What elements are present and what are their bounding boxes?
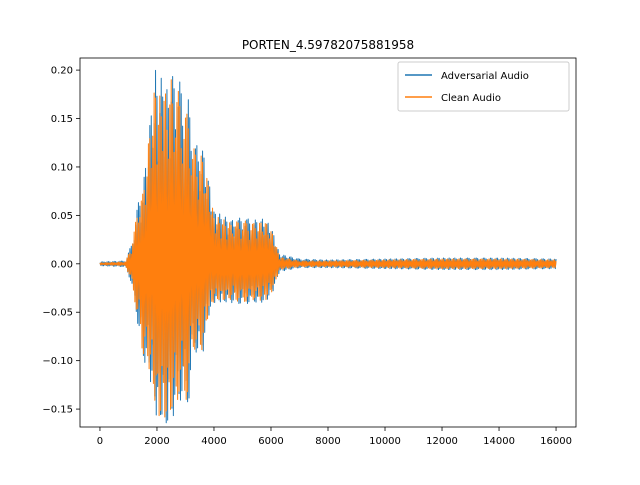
series-line-clean bbox=[99, 79, 557, 418]
x-tick-label: 0 bbox=[97, 436, 103, 447]
y-tick-label: −0.05 bbox=[42, 308, 73, 319]
x-tick-label: 2000 bbox=[144, 436, 169, 447]
x-tick-label: 16000 bbox=[540, 436, 572, 447]
y-tick-label: 0.15 bbox=[51, 114, 73, 125]
y-tick-label: 0.20 bbox=[51, 66, 73, 77]
axes-layer: 0 2000 4000 6000 8000 10000 12000 14000 16000 −0.… bbox=[42, 57, 577, 447]
x-tick-label: 12000 bbox=[426, 436, 458, 447]
x-tick-label: 8000 bbox=[315, 436, 340, 447]
x-tick-label: 4000 bbox=[201, 436, 226, 447]
y-tick-label: 0.10 bbox=[51, 162, 73, 173]
legend-box bbox=[397, 61, 570, 112]
series-layer bbox=[99, 69, 557, 424]
y-tick-label: 0.00 bbox=[51, 259, 73, 270]
chart-title: PORTEN_4.59782075881958 bbox=[242, 38, 414, 52]
x-tick-label: 14000 bbox=[483, 436, 515, 447]
legend-label-clean: Clean Audio bbox=[441, 93, 501, 104]
x-tick-label: 6000 bbox=[258, 436, 283, 447]
legend: Adversarial Audio Clean Audio bbox=[397, 61, 570, 112]
legend-label-adversarial: Adversarial Audio bbox=[441, 71, 529, 82]
y-tick-label: −0.10 bbox=[42, 356, 73, 367]
y-tick-label: 0.05 bbox=[51, 211, 73, 222]
y-tick-label: −0.15 bbox=[42, 405, 73, 416]
x-tick-label: 10000 bbox=[369, 436, 401, 447]
